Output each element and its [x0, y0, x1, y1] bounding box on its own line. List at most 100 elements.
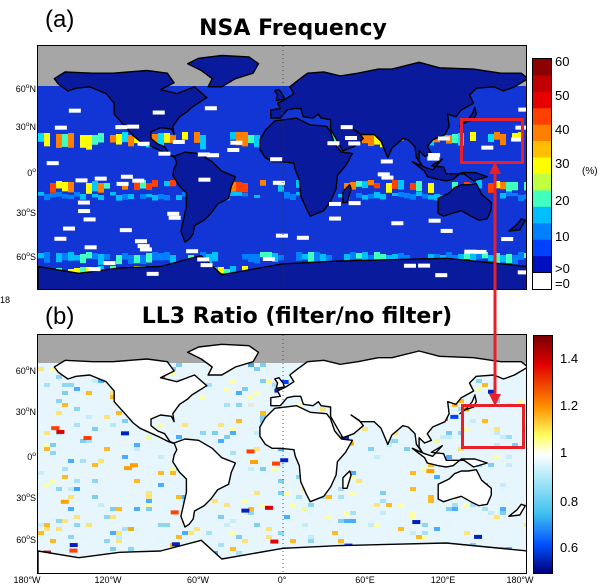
ratio-outlier-cell — [488, 389, 497, 394]
lat-label: 60oS — [16, 534, 36, 545]
frequency-cell — [68, 133, 74, 148]
ratio-cell — [248, 511, 254, 515]
ratio-cell — [266, 379, 272, 383]
continent-new-zealand — [508, 218, 526, 232]
ratio-cell — [296, 475, 302, 479]
frequency-cell — [116, 195, 122, 201]
frequency-cell — [164, 252, 170, 261]
zero-cell — [481, 145, 494, 150]
lat-label: 30oS — [16, 492, 36, 503]
ratio-cell — [278, 491, 284, 495]
panel-b-letter: (b) — [45, 303, 75, 330]
colorbar-bin — [533, 223, 551, 241]
ratio-cell — [482, 419, 488, 423]
frequency-cell — [62, 134, 68, 147]
panel-a-title: NSA Frequency — [199, 16, 387, 41]
ratio-cell — [146, 503, 152, 507]
ratio-cell — [470, 419, 476, 423]
ratio-cell — [236, 391, 242, 395]
ratio-outlier-cell — [280, 380, 289, 385]
frequency-cell — [362, 181, 368, 189]
frequency-cell — [392, 193, 398, 197]
ratio-cell — [194, 527, 200, 531]
zero-cell — [207, 153, 220, 158]
panel-a-letter: (a) — [45, 6, 75, 33]
ratio-cell — [68, 507, 74, 511]
ratio-cell — [290, 539, 296, 543]
ratio-cell — [410, 487, 416, 491]
continent-greenland — [187, 343, 260, 376]
colorbar-bin — [533, 124, 551, 142]
ratio-cell — [110, 391, 116, 395]
colorbar-bin — [533, 174, 551, 191]
ratio-cell — [518, 399, 524, 403]
ratio-cell — [524, 523, 526, 527]
zero-cell — [103, 261, 116, 266]
ratio-outlier-cell — [280, 458, 289, 463]
continent-north-america — [53, 358, 208, 445]
zero-cell — [204, 106, 217, 111]
ratio-cell — [242, 539, 248, 543]
ratio-cell — [86, 415, 92, 419]
panel-b-title: LL3 Ratio (filter/no filter) — [141, 304, 453, 329]
ratio-cell — [116, 411, 122, 415]
frequency-cell — [152, 180, 158, 187]
continent-uk — [274, 377, 286, 389]
frequency-cell — [146, 253, 152, 263]
frequency-cell — [152, 252, 158, 261]
frequency-cell — [254, 135, 260, 148]
frequency-cell — [62, 253, 68, 261]
ratio-cell — [74, 479, 80, 483]
ratio-cell — [440, 423, 446, 427]
frequency-cell — [128, 255, 134, 264]
ratio-cell — [380, 511, 386, 515]
frequency-cell — [296, 192, 302, 196]
ratio-cell — [68, 487, 74, 491]
lat-label: 30oN — [15, 406, 36, 417]
ratio-cell — [248, 467, 254, 471]
frequency-cell — [170, 135, 176, 143]
ratio-cell — [80, 439, 86, 443]
colorbar-tick: 30 — [555, 156, 570, 171]
frequency-cell — [326, 255, 332, 265]
ratio-cell — [446, 435, 452, 439]
ratio-cell — [338, 487, 344, 491]
zero-cell — [54, 125, 67, 130]
ratio-cell — [506, 463, 512, 467]
frequency-cell — [452, 134, 458, 144]
frequency-cell — [38, 133, 44, 142]
colorbar-tick: 10 — [555, 229, 570, 244]
ratio-cell — [320, 407, 326, 411]
ratio-cell — [116, 507, 122, 511]
ratio-cell — [242, 387, 248, 391]
frequency-cell — [500, 134, 506, 146]
ratio-cell — [446, 455, 452, 459]
frequency-cell — [494, 181, 500, 189]
zero-cell — [428, 153, 441, 158]
ratio-cell — [242, 499, 248, 503]
ratio-cell — [104, 415, 110, 419]
frequency-cell — [284, 192, 290, 199]
ratio-cell — [410, 511, 416, 515]
ratio-cell — [122, 527, 128, 531]
ratio-cell — [158, 483, 164, 487]
ratio-cell — [476, 387, 482, 391]
frequency-cell — [200, 135, 206, 150]
continent-madagascar — [342, 184, 352, 204]
frequency-cell — [494, 132, 500, 140]
frequency-cell — [512, 133, 518, 141]
ratio-cell — [302, 527, 308, 531]
continent-madagascar — [342, 470, 352, 489]
ratio-cell — [236, 419, 242, 423]
frequency-cell — [248, 254, 254, 263]
frequency-cell — [338, 194, 344, 198]
frequency-cell — [404, 193, 410, 199]
ratio-outlier-cell — [56, 429, 65, 434]
ratio-cell — [380, 499, 386, 503]
panel-b-colorbar — [533, 335, 553, 574]
ratio-outlier-cell — [450, 414, 459, 419]
frequency-cell — [350, 182, 356, 190]
ratio-cell — [512, 547, 518, 551]
ratio-cell — [224, 387, 230, 391]
zero-cell — [77, 200, 90, 205]
